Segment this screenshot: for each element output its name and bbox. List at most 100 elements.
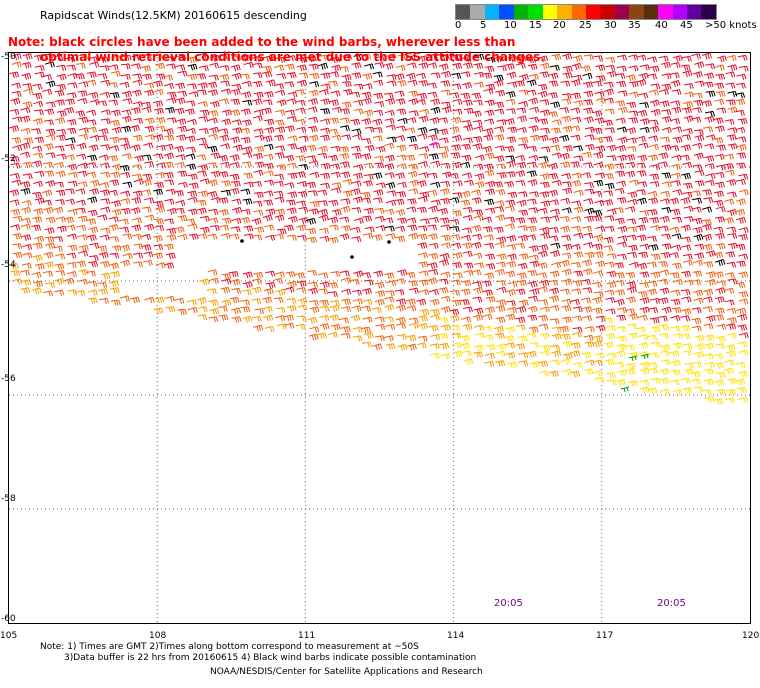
wind-barb (603, 245, 614, 252)
wind-barb (550, 144, 561, 151)
wind-barb (251, 56, 262, 63)
wind-barb (592, 210, 603, 217)
wind-barb (242, 281, 253, 289)
wind-barb (527, 179, 538, 187)
wind-barb (539, 191, 550, 198)
wind-barb (383, 316, 394, 323)
wind-barb (385, 124, 396, 131)
wind-barb (208, 74, 219, 81)
wind-barb (701, 206, 713, 213)
wind-barb (361, 197, 372, 204)
wind-barb (670, 299, 681, 306)
wind-barb (361, 191, 371, 199)
wind-barb (340, 205, 351, 213)
wind-barb (583, 232, 594, 239)
wind-barb (671, 106, 682, 114)
wind-barb (683, 216, 694, 223)
wind-barb (648, 135, 659, 142)
wind-barb (736, 307, 747, 315)
wind-barb (265, 281, 276, 289)
wind-barb (649, 217, 660, 224)
wind-barb (361, 118, 372, 125)
wind-barb (571, 172, 582, 179)
wind-barb (296, 79, 308, 87)
wind-barb (87, 297, 98, 304)
wind-barb (637, 314, 648, 321)
wind-barb (659, 198, 670, 205)
wind-barb (187, 208, 198, 216)
wind-barb (647, 362, 658, 369)
wind-barb (20, 187, 31, 195)
wind-barb (341, 306, 352, 313)
wind-barb (66, 92, 77, 99)
wind-barb (261, 107, 272, 115)
wind-barb (573, 155, 584, 162)
wind-barb (670, 163, 681, 171)
wind-barb (550, 101, 561, 109)
wind-barb (384, 172, 395, 179)
wind-barb (504, 205, 515, 212)
wind-barb (197, 314, 208, 321)
wind-barb (77, 90, 88, 97)
wind-barb (461, 227, 472, 234)
wind-barb (241, 289, 252, 296)
wind-barb (494, 332, 505, 340)
wind-barb (625, 170, 636, 178)
wind-barb (528, 326, 539, 333)
wind-barb (713, 271, 724, 279)
wind-barb (297, 235, 307, 241)
wind-barb (199, 226, 210, 234)
wind-barb (485, 207, 496, 214)
wind-barb (353, 108, 364, 115)
wind-barb (582, 315, 593, 322)
wind-barb (726, 99, 736, 106)
wind-barb (196, 137, 207, 144)
wind-barb (220, 88, 232, 95)
wind-barb (132, 173, 143, 180)
wind-barb (408, 163, 418, 171)
wind-barb (394, 198, 405, 206)
wind-barb (539, 99, 550, 106)
wind-barb (397, 343, 408, 351)
wind-barb (374, 55, 385, 62)
wind-barb (620, 386, 630, 393)
wind-barb (705, 271, 716, 278)
wind-barb (394, 73, 405, 81)
wind-barb (143, 251, 154, 258)
wind-barb (121, 90, 132, 98)
wind-barb (144, 125, 155, 133)
wind-barb (229, 162, 240, 169)
wind-barb (616, 54, 628, 61)
wind-barb (66, 64, 77, 71)
wind-barb (76, 224, 87, 232)
wind-barb (737, 118, 748, 125)
wind-barb (614, 163, 625, 170)
wind-barb (584, 215, 595, 223)
wind-barb (54, 289, 65, 296)
wind-barb (595, 325, 606, 332)
wind-barb (638, 334, 649, 341)
wind-barb (627, 251, 638, 258)
wind-barb (625, 127, 637, 135)
wind-barb (120, 208, 131, 215)
wind-barb (549, 318, 560, 325)
wind-barb (9, 199, 20, 206)
wind-barb (603, 97, 614, 104)
wind-barb (440, 181, 451, 187)
wind-barb (463, 262, 474, 269)
wind-barb (495, 163, 506, 170)
wind-barb (450, 234, 461, 241)
wind-barb (361, 153, 372, 160)
wind-barb (406, 62, 417, 69)
wind-barb (229, 233, 240, 240)
wind-barb (570, 342, 581, 349)
wind-barb (330, 187, 342, 194)
wind-barb (526, 234, 537, 241)
wind-barb (582, 162, 593, 169)
wind-barb (405, 298, 416, 306)
wind-barb (240, 73, 250, 80)
wind-barb (604, 108, 615, 115)
wind-barb (32, 145, 43, 152)
wind-barb (537, 250, 548, 258)
wind-barb (626, 146, 637, 153)
